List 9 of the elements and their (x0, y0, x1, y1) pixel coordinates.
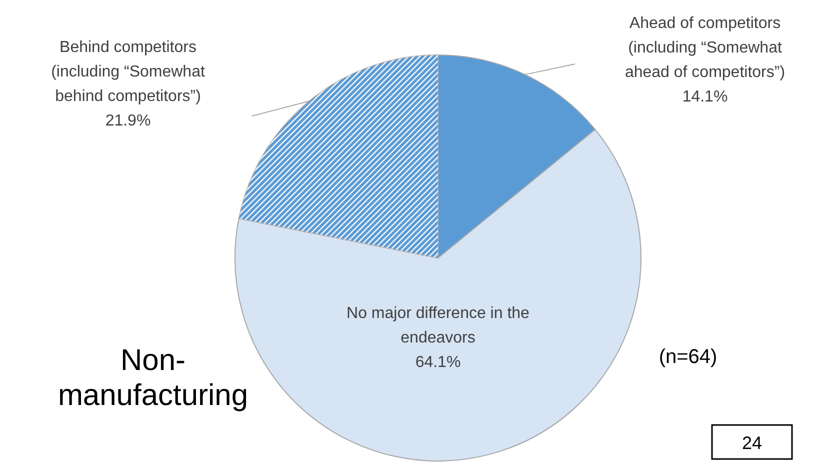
text: 24 (742, 433, 762, 453)
text: (n=64) (658, 346, 718, 368)
data-label: 14.1% (682, 88, 728, 106)
data-label: 21.9% (105, 112, 151, 130)
slice-label: No major difference in the endeavors (346, 305, 530, 346)
data-label: 64.1% (415, 354, 461, 371)
text: Non-manufacturing (58, 344, 248, 412)
slice-label: Behind competitors (including “Somewhat behind competitors”) (51, 39, 206, 105)
slice-label: Ahead of competitors (including “Somewhat ahead of competitors”) (624, 15, 786, 81)
